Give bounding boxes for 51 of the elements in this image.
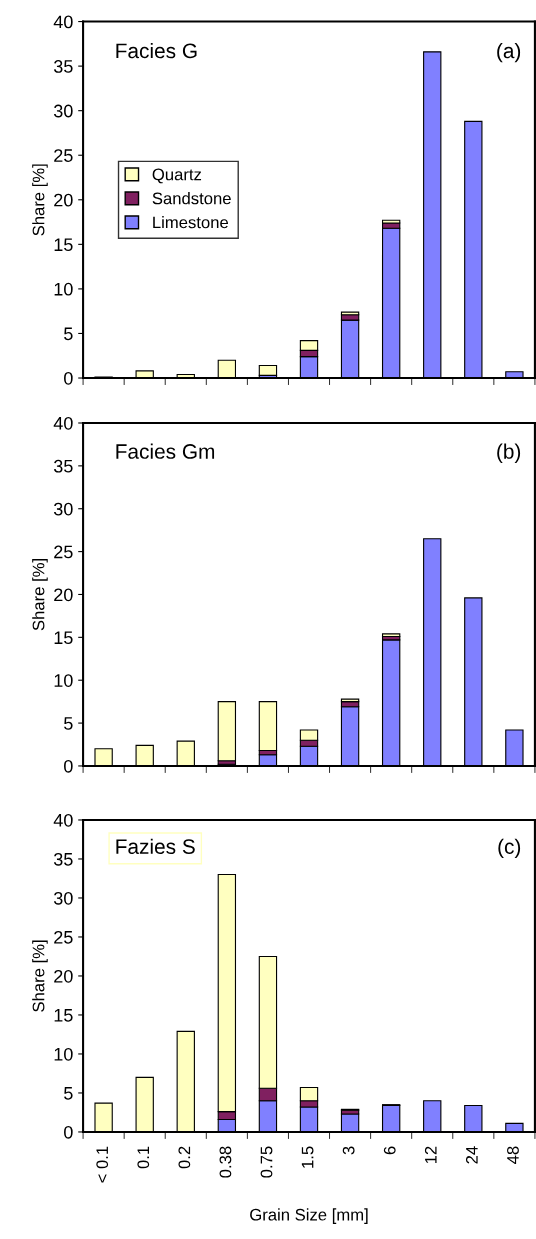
annotation: Facies G: [116, 42, 197, 59]
x-tick-label: 0.75: [260, 1146, 273, 1178]
y-tick-label: 35: [53, 852, 73, 866]
annotation: Fazies S: [116, 838, 195, 854]
y-tick-label: 10: [54, 674, 73, 687]
legend-label: Limestone: [153, 216, 229, 229]
y-tick-label: 10: [54, 1047, 73, 1061]
legend-label: Quartz: [152, 168, 202, 184]
x-tick-label: 1.5: [301, 1146, 314, 1168]
y-tick-label: 0: [64, 371, 73, 385]
y-tick-label: 5: [64, 717, 73, 730]
y-tick-label: 15: [54, 1009, 73, 1022]
x-tick-label: 0.38: [219, 1146, 232, 1178]
y-axis-title: Share [%]: [32, 940, 48, 1012]
y-tick-label: 25: [54, 149, 73, 162]
y-tick-label: 30: [53, 502, 73, 516]
x-tick-label: 0.1: [137, 1146, 150, 1169]
x-tick-label: 6: [383, 1146, 396, 1155]
y-tick-label: 0: [64, 1125, 73, 1139]
y-tick-label: 40: [53, 416, 73, 430]
x-tick-label: 12: [424, 1146, 437, 1164]
y-tick-label: 20: [54, 969, 73, 983]
y-tick-label: 30: [53, 104, 73, 118]
x-tick-label: 3: [342, 1146, 355, 1155]
y-tick-label: 25: [54, 545, 73, 559]
annotation: (b): [497, 443, 521, 463]
y-tick-label: 25: [54, 930, 73, 944]
y-tick-label: 0: [64, 759, 73, 773]
y-tick-label: 10: [54, 282, 73, 296]
annotation: (c): [498, 838, 521, 859]
y-tick-label: 40: [53, 813, 73, 827]
x-tick-label: 0.2: [178, 1146, 191, 1169]
y-tick-label: 30: [53, 891, 73, 905]
legend-label: Sandstone: [152, 192, 231, 205]
y-tick-label: 15: [54, 631, 73, 645]
y-tick-label: 20: [54, 588, 73, 602]
y-tick-label: 40: [53, 15, 73, 29]
annotation: Facies Gm: [116, 443, 215, 459]
y-tick-label: 20: [54, 193, 73, 207]
x-tick-label: 24: [465, 1146, 478, 1164]
annotation: (a): [497, 42, 521, 63]
y-tick-label: 5: [64, 327, 73, 341]
y-tick-label: 35: [53, 60, 73, 73]
y-tick-label: 5: [64, 1087, 73, 1100]
y-tick-label: 35: [53, 459, 73, 473]
y-tick-label: 15: [54, 238, 73, 252]
x-tick-label: < 0.1: [96, 1146, 109, 1183]
x-axis-title: Grain Size [mm]: [250, 1208, 368, 1224]
y-axis-title: Share [%]: [32, 559, 48, 631]
x-tick-label: 48: [507, 1146, 519, 1164]
y-axis-title: Share [%]: [32, 164, 48, 236]
